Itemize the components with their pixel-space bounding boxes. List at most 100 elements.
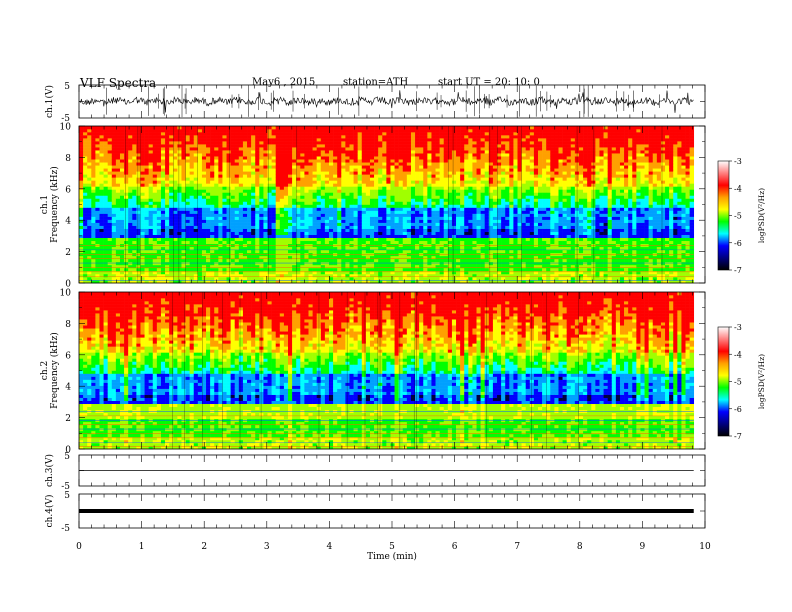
spectrogram-cell [91, 225, 96, 229]
spectrogram-cell [361, 135, 367, 139]
spectrogram-cell [271, 168, 277, 172]
spectrogram-cell [296, 279, 301, 284]
spectrogram-cell [259, 273, 264, 278]
spectrogram-cell [406, 177, 412, 181]
spectrogram-cell [365, 240, 371, 245]
spectrogram-cell [369, 126, 375, 130]
spectrogram-cell [189, 273, 195, 278]
spectrogram-cell [312, 258, 317, 263]
spectrogram-cell [398, 279, 404, 284]
spectrogram-cell [369, 147, 375, 151]
spectrogram-cell [353, 198, 358, 202]
spectrogram-cell [415, 159, 420, 163]
spectrogram-cell [378, 210, 383, 214]
spectrogram-cell [288, 183, 293, 187]
spectrogram-cell [79, 195, 84, 199]
spectrogram-cell [300, 138, 305, 142]
spectrogram-cell [304, 135, 309, 139]
spectrogram-cell [128, 165, 133, 169]
spectrogram-cell [386, 156, 391, 160]
spectrogram-cell [292, 186, 297, 190]
spectrogram-cell [103, 261, 108, 266]
spectrogram-cell [374, 195, 379, 199]
spectrogram-cell [361, 255, 367, 260]
spectrogram-cell [279, 174, 285, 178]
spectrogram-cell [222, 189, 227, 193]
spectrogram-cell [230, 222, 236, 226]
spectrogram-cell [136, 165, 141, 169]
spectrogram-cell [173, 147, 178, 151]
spectrogram-cell [345, 207, 350, 211]
spectrogram-cell [431, 144, 436, 148]
spectrogram-cell [365, 162, 371, 166]
spectrogram-cell [136, 198, 141, 202]
spectrogram-cell [107, 273, 113, 278]
spectrogram-cell [456, 228, 461, 232]
spectrogram-cell [451, 153, 457, 157]
spectrogram-cell [369, 240, 375, 245]
spectrogram-cell [206, 249, 211, 254]
spectrogram-cell [144, 156, 149, 160]
spectrogram-cell [394, 153, 399, 157]
spectrogram-cell [341, 189, 346, 193]
spectrogram-cell [267, 153, 272, 157]
spectrogram-cell [251, 135, 256, 139]
spectrogram-cell [152, 135, 158, 139]
spectrogram-cell [349, 129, 354, 133]
spectrogram-cell [296, 192, 301, 196]
spectrogram-cell [230, 126, 236, 130]
spectrogram-cell [230, 132, 236, 136]
spectrogram-cell [247, 129, 252, 133]
spectrogram-cell [156, 201, 162, 205]
spectrogram-cell [341, 180, 346, 184]
spectrogram-cell [456, 207, 461, 211]
spectrogram-cell [144, 186, 149, 190]
spectrogram-cell [415, 162, 420, 166]
spectrogram-cell [242, 153, 248, 157]
spectrogram-cell [324, 234, 330, 239]
spectrogram-cell [165, 213, 170, 217]
spectrogram-cell [210, 240, 215, 245]
spectrogram-cell [419, 144, 424, 148]
spectrogram-cell [419, 222, 424, 226]
spectrogram-cell [415, 192, 420, 196]
spectrogram-cell [341, 183, 346, 187]
spectrogram-cell [185, 240, 190, 245]
spectrogram-cell [292, 273, 297, 278]
spectrogram-cell [402, 180, 408, 184]
spectrogram-cell [271, 225, 277, 229]
spectrogram-cell [447, 234, 453, 239]
spectrogram-cell [103, 195, 108, 199]
spectrogram-cell [124, 129, 129, 133]
spectrogram-cell [460, 261, 465, 266]
spectrogram-cell [218, 255, 223, 260]
spectrogram-cell [83, 186, 88, 190]
spectrogram-cell [83, 180, 88, 184]
spectrogram-cell [406, 126, 412, 130]
spectrogram-cell [222, 201, 227, 205]
spectrogram-cell [271, 162, 277, 166]
spectrogram-cell [333, 210, 338, 214]
spectrogram-cell [119, 141, 125, 145]
spectrogram-cell [279, 255, 285, 260]
spectrogram-cell [177, 204, 182, 208]
spectrogram-cell [259, 228, 264, 232]
spectrogram-cell [177, 150, 182, 154]
spectrogram-cell [398, 255, 404, 260]
spectrogram-cell [103, 213, 108, 217]
spectrogram-cell [87, 141, 92, 145]
spectrogram-cell [386, 255, 391, 260]
spectrogram-cell [156, 237, 162, 242]
spectrogram-cell [279, 171, 285, 175]
spectrogram-cell [128, 198, 133, 202]
spectrogram-cell [357, 276, 363, 281]
spectrogram-cell [279, 159, 285, 163]
spectrogram-cell [251, 159, 256, 163]
spectrogram-cell [193, 213, 199, 217]
spectrogram-cell [99, 204, 104, 208]
spectrogram-cell [415, 246, 420, 251]
spectrogram-cell [111, 156, 117, 160]
spectrogram-cell [99, 222, 104, 226]
spectrogram-cell [378, 132, 383, 136]
spectrogram-cell [349, 225, 354, 229]
